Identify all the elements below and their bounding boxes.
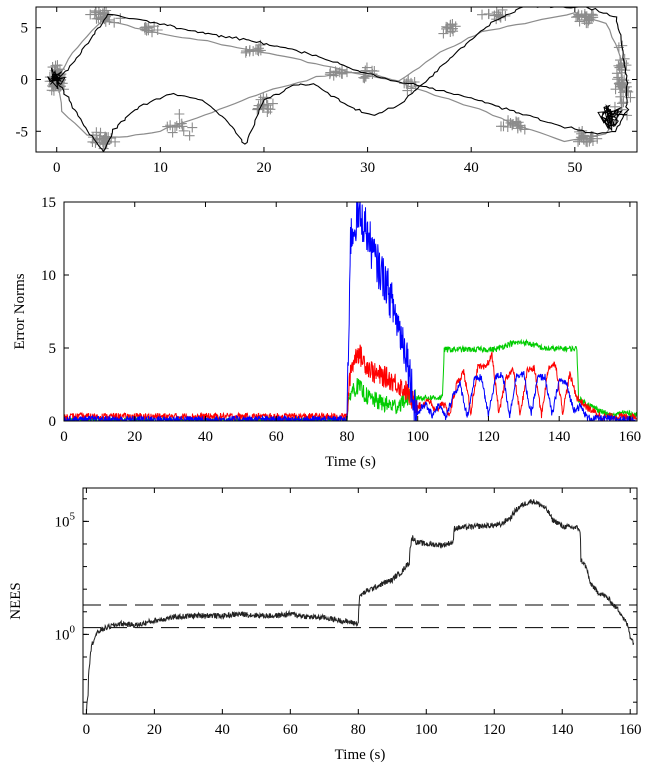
landmark-marker [167, 127, 178, 138]
nees-xtick-label: 140 [551, 722, 574, 738]
error-norms-xtick-label: 60 [269, 429, 284, 445]
landmark-marker [361, 62, 372, 73]
nees-xtick-label: 40 [215, 722, 230, 738]
error-norms-axes-frame [63, 201, 638, 422]
error-norms-panel: 0 20 40 60 80 100 120 140 160 0 5 10 15 Time (s) Error… [12, 195, 641, 470]
landmark-marker [85, 9, 96, 20]
landmark-marker [586, 9, 597, 20]
landmark-marker [402, 85, 413, 96]
trajectory-axes-frame [35, 6, 638, 153]
landmark-marker [512, 117, 523, 128]
landmark-marker [587, 136, 598, 147]
path-scribble [597, 104, 628, 132]
trajectory-ytick-label: 0 [21, 73, 29, 89]
trajectory-xtick-label: 10 [153, 160, 168, 176]
landmark-marker [178, 125, 189, 136]
landmark-marker [262, 100, 273, 111]
error-series-blue [64, 202, 637, 421]
nees-xlabel: Time (s) [335, 747, 386, 763]
landmark-marker [441, 21, 452, 32]
landmark-marker [141, 23, 152, 34]
path-scribble [47, 67, 66, 90]
landmark-marker [612, 74, 623, 85]
landmark-marker [90, 137, 101, 148]
nees-xtick-label: 100 [415, 722, 438, 738]
nees-xtick-label: 80 [351, 722, 366, 738]
error-norms-xtick-label: 40 [198, 429, 213, 445]
nees-axes-frame [82, 487, 638, 715]
nees-ytick-label: 105 [55, 510, 76, 530]
landmark-marker [115, 13, 126, 24]
trajectory-xtick-label: 40 [464, 160, 479, 176]
error-norms-xtick-label: 120 [477, 429, 500, 445]
nees-xtick-label: 20 [147, 722, 162, 738]
error-norms-ytick-label: 10 [41, 268, 56, 284]
landmark-marker [93, 7, 104, 18]
nees-ylabel: NEES [8, 582, 24, 620]
error-norms-ytick-label: 0 [49, 414, 57, 430]
landmark-marker [101, 132, 112, 143]
nees-ytick-label: 100 [55, 623, 76, 643]
landmark-marker [502, 121, 513, 132]
trajectory-ytick-label: -5 [16, 124, 29, 140]
trajectory-xtick-label: 20 [256, 160, 271, 176]
landmark-marker [574, 126, 585, 137]
landmark-marker [187, 122, 198, 133]
landmark-marker [507, 120, 518, 131]
landmark-marker [615, 91, 626, 102]
error-norms-plot-area [64, 202, 637, 421]
landmark-marker [615, 81, 626, 92]
error-norms-xlabel: Time (s) [325, 454, 376, 470]
error-series-red [64, 344, 637, 421]
error-norms-ytick-label: 5 [49, 341, 57, 357]
trajectory-xtick-label: 0 [53, 160, 61, 176]
error-norms-ytick-label: 15 [41, 195, 56, 211]
landmark-marker [165, 120, 176, 131]
error-norms-xtick-label: 80 [339, 429, 354, 445]
landmark-marker [483, 9, 494, 20]
landmark-marker [174, 108, 185, 119]
landmark-marker [581, 136, 592, 147]
nees-series [85, 499, 635, 714]
landmark-marker [447, 23, 458, 34]
nees-xtick-label: 60 [283, 722, 298, 738]
trajectory-ytick-label: 5 [21, 21, 29, 37]
landmark-marker [442, 22, 453, 33]
nees-panel: 0 20 40 60 80 100 120 140 160 100 105 Time (s) NEES [8, 487, 642, 763]
landmark-marker [267, 98, 278, 109]
error-norms-xtick-label: 100 [406, 429, 429, 445]
trajectory-xtick-label: 30 [360, 160, 375, 176]
error-norms-xtick-label: 0 [60, 429, 68, 445]
error-norms-xtick-label: 140 [548, 429, 571, 445]
landmark-marker [110, 136, 121, 147]
landmark-marker [619, 75, 630, 86]
nees-xtick-label: 120 [483, 722, 506, 738]
trajectory-xtick-label: 50 [567, 160, 582, 176]
nees-xtick-label: 0 [83, 722, 91, 738]
error-norms-ylabel: Error Norms [12, 273, 28, 349]
error-norms-xtick-label: 160 [619, 429, 642, 445]
landmark-marker [497, 7, 508, 15]
trajectory-panel: 0 10 20 30 40 50 -5 0 5 [16, 6, 638, 176]
error-norms-xtick-label: 20 [127, 429, 142, 445]
nees-xtick-label: 160 [619, 722, 642, 738]
landmark-marker [184, 130, 195, 141]
estimated-path-gray [55, 11, 623, 143]
landmark-marker [52, 60, 63, 71]
true-path-black [55, 7, 630, 152]
landmark-marker [498, 121, 509, 132]
landmark-marker [491, 7, 502, 18]
trajectory-plot-area [44, 7, 636, 152]
nees-plot-area [83, 499, 637, 714]
landmark-marker [574, 16, 585, 27]
